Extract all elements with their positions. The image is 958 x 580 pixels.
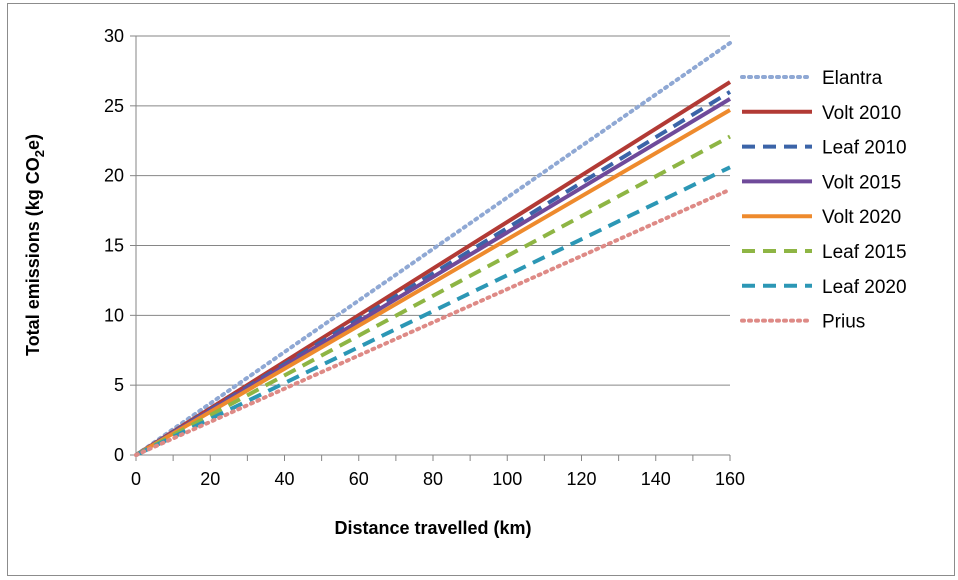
y-tick-label-0: 0	[114, 445, 124, 465]
legend-label-leaf-2015: Leaf 2015	[822, 242, 907, 263]
legend-item-leaf-2010: Leaf 2010	[742, 138, 907, 159]
x-tick-label-0: 0	[131, 469, 141, 489]
legend-label-volt-2020: Volt 2020	[822, 207, 901, 228]
x-tick-label-140: 140	[641, 469, 671, 489]
legend-item-volt-2015: Volt 2015	[742, 172, 901, 193]
x-axis-title: Distance travelled (km)	[334, 518, 531, 538]
series-line-leaf-2020	[135, 165, 731, 457]
y-tick-label-15: 15	[104, 236, 124, 256]
legend: Elantra Volt 2010 Leaf 2010 Volt 2015 Volt 2…	[740, 68, 907, 333]
legend-label-leaf-2010: Leaf 2010	[822, 138, 907, 159]
legend-label-leaf-2020: Leaf 2020	[822, 277, 907, 298]
y-tick-label-30: 30	[104, 26, 124, 46]
legend-label-volt-2015: Volt 2015	[822, 172, 901, 193]
series-lines	[134, 40, 732, 457]
legend-label-volt-2010: Volt 2010	[822, 103, 901, 124]
series-line-prius	[134, 187, 732, 457]
x-tick-label-60: 60	[349, 469, 369, 489]
legend-item-elantra: Elantra	[740, 68, 883, 89]
legend-label-prius: Prius	[822, 312, 865, 333]
legend-item-volt-2020: Volt 2020	[742, 207, 901, 228]
x-tick-label-100: 100	[492, 469, 522, 489]
y-tick-label-25: 25	[104, 96, 124, 116]
y-tick-label-10: 10	[104, 305, 124, 325]
x-tick-label-20: 20	[200, 469, 220, 489]
y-axis-title-main: Total emissions (kg CO	[23, 157, 43, 356]
y-axis-title-subscript: 2	[32, 150, 47, 157]
series-line-elantra	[134, 40, 732, 457]
legend-item-prius: Prius	[740, 312, 865, 333]
y-axis-title: Total emissions (kg CO2e)	[23, 134, 47, 356]
x-tick-label-120: 120	[566, 469, 596, 489]
legend-label-elantra: Elantra	[822, 68, 883, 89]
legend-item-volt-2010: Volt 2010	[742, 103, 901, 124]
gridlines	[136, 35, 730, 386]
x-tick-label-40: 40	[274, 469, 294, 489]
y-tick-label-5: 5	[114, 375, 124, 395]
series-line-volt-2020	[134, 108, 732, 457]
y-axis-title-end: e)	[23, 134, 43, 150]
y-tick-label-20: 20	[104, 166, 124, 186]
x-tick-label-80: 80	[423, 469, 443, 489]
legend-item-leaf-2020: Leaf 2020	[742, 277, 907, 298]
tick-labels: 0 5 10 15 20 25 30 0 20 40 60 80 100 120 140 160	[104, 26, 745, 489]
legend-item-leaf-2015: Leaf 2015	[742, 242, 907, 263]
series-line-leaf-2015	[135, 134, 731, 457]
x-tick-label-160: 160	[715, 469, 745, 489]
